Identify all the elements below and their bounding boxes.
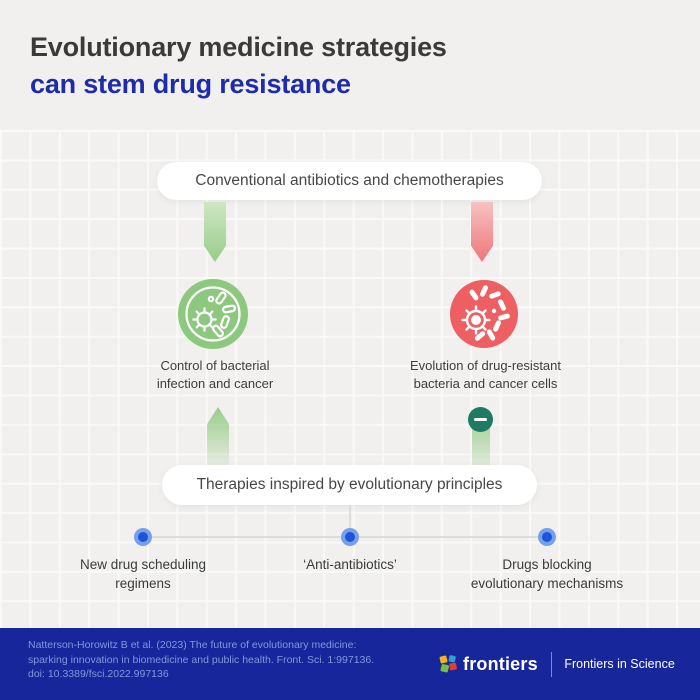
strategy-label-anti-antibiotics: ‘Anti-antibiotics’ [260, 556, 440, 575]
journal-name: Frontiers in Science [564, 657, 675, 671]
timeline-dot-inner [542, 532, 552, 542]
citation-text: Natterson-Horowitz B et al. (2023) The f… [28, 638, 374, 682]
frontiers-brand: frontiers Frontiers in Science [438, 628, 675, 700]
citation-line-1: Natterson-Horowitz B et al. (2023) The f… [28, 639, 357, 651]
strategy-1-line-1: New drug scheduling [79, 557, 207, 572]
background-grid [0, 130, 700, 628]
timeline-dot-inner [345, 532, 355, 542]
strategy-1-line-2: regimens [115, 575, 171, 591]
green-up-arrow-icon [207, 407, 229, 471]
timeline-dot [341, 528, 359, 546]
left-outcome-line-2: infection and cancer [156, 375, 274, 391]
brand-separator [550, 651, 553, 677]
right-outcome-line-1: Evolution of drug-resistant [409, 358, 562, 373]
citation-doi: doi: 10.3389/fsci.2022.997136 [28, 668, 169, 680]
strategy-label-blocking: Drugs blocking evolutionary mechanisms [447, 556, 647, 593]
strategy-3-line-2: evolutionary mechanisms [470, 575, 624, 591]
red-down-arrow-icon [471, 202, 493, 262]
top-pill-label: Conventional antibiotics and chemotherap… [195, 172, 504, 189]
petri-dish-bacteria-icon [178, 279, 248, 349]
connector-vertical-line [349, 505, 351, 537]
drug-resistant-bacteria-icon [450, 280, 518, 348]
strategy-2-line-1: ‘Anti-antibiotics’ [303, 557, 397, 572]
top-pill: Conventional antibiotics and chemotherap… [157, 162, 542, 200]
title-line-2: can stem drug resistance [30, 69, 351, 99]
footer: Natterson-Horowitz B et al. (2023) The f… [0, 628, 700, 700]
left-outcome-label: Control of bacterial infection and cance… [125, 357, 305, 392]
citation-line-2: sparking innovation in biomedicine and p… [28, 653, 375, 666]
bottom-pill-label: Therapies inspired by evolutionary princ… [196, 476, 503, 493]
green-down-arrow-icon [204, 202, 226, 262]
brand-name: frontiers [463, 653, 538, 674]
strategy-label-scheduling: New drug scheduling regimens [43, 556, 243, 593]
frontiers-logo-icon [439, 654, 457, 672]
minus-dash [474, 417, 487, 422]
minus-icon [468, 407, 493, 432]
timeline-dot [134, 528, 152, 546]
right-outcome-line-2: bacteria and cancer cells [413, 375, 558, 391]
left-outcome-line-1: Control of bacterial [160, 358, 270, 373]
right-outcome-label: Evolution of drug-resistant bacteria and… [393, 357, 578, 392]
page-title: Evolutionary medicine strategies can ste… [30, 29, 447, 103]
timeline-dot [538, 528, 556, 546]
title-line-1: Evolutionary medicine strategies [30, 32, 447, 62]
strategy-3-line-1: Drugs blocking [502, 557, 592, 572]
bottom-pill: Therapies inspired by evolutionary princ… [162, 465, 537, 505]
timeline-dot-inner [138, 532, 148, 542]
